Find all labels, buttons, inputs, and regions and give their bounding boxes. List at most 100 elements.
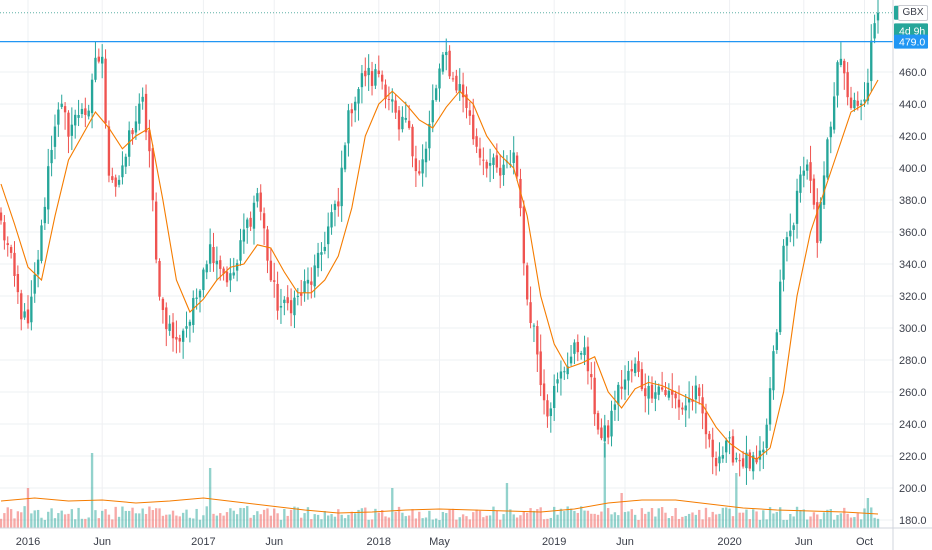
- candle-body: [536, 326, 539, 355]
- candle-body: [627, 370, 630, 381]
- volume-bar: [772, 513, 775, 528]
- volume-bar: [586, 510, 590, 528]
- candle-body: [313, 265, 316, 287]
- volume-bar: [856, 513, 859, 528]
- candle-body: [455, 75, 458, 91]
- volume-bar: [404, 516, 407, 528]
- candle-body: [687, 397, 691, 403]
- volume-bar: [3, 513, 6, 528]
- volume-bar: [758, 519, 762, 528]
- volume-bar: [30, 513, 33, 528]
- candle-body: [606, 425, 610, 438]
- volume-bar: [198, 519, 202, 528]
- volume-bar: [822, 512, 826, 528]
- volume-bar: [846, 513, 849, 528]
- volume-bar: [816, 514, 819, 528]
- candle-body: [829, 126, 832, 138]
- volume-bar: [67, 513, 70, 528]
- currency-label[interactable]: GBX: [898, 5, 928, 21]
- volume-bar: [407, 515, 411, 528]
- candle-body: [306, 279, 310, 284]
- volume-bar: [640, 508, 644, 528]
- candle-body: [853, 99, 856, 109]
- volume-bar: [593, 513, 596, 528]
- volume-bar: [735, 473, 738, 528]
- candle-body: [195, 297, 198, 299]
- candle-body: [360, 73, 364, 88]
- volume-bar: [53, 518, 57, 528]
- volume-bar: [512, 514, 515, 528]
- volume-bar: [529, 508, 532, 528]
- volume-bar: [377, 512, 380, 528]
- volume-bar: [77, 507, 80, 528]
- candle-body: [340, 167, 343, 207]
- candle-body: [53, 126, 57, 147]
- candle-body: [30, 296, 33, 323]
- volume-bar: [350, 511, 353, 528]
- volume-bar: [212, 513, 215, 528]
- candle-body: [16, 274, 20, 293]
- candle-body: [138, 103, 141, 124]
- volume-bar: [16, 511, 20, 528]
- volume-bar: [418, 511, 421, 528]
- volume-bar: [451, 508, 455, 528]
- volume-bar: [107, 514, 111, 528]
- candle-body: [364, 70, 367, 77]
- candle-body: [603, 425, 606, 442]
- candle-body: [809, 162, 812, 181]
- y-tick-label: 260.0: [899, 387, 927, 399]
- y-tick-label: 240.0: [899, 419, 927, 431]
- volume-bar: [360, 508, 364, 528]
- candle-body: [367, 67, 370, 76]
- price-levels: [0, 12, 893, 43]
- candle-body: [630, 369, 633, 372]
- candle-body: [576, 341, 579, 353]
- volume-bar: [623, 512, 627, 528]
- volume-bar: [583, 510, 586, 528]
- candle-body: [718, 456, 721, 464]
- x-tick-label: Jun: [795, 536, 813, 548]
- candle-body: [259, 192, 262, 212]
- candle-body: [404, 117, 407, 120]
- volume-bar: [414, 518, 418, 528]
- candle-body: [80, 108, 84, 115]
- candle-body: [532, 325, 536, 327]
- candle-body: [283, 299, 286, 304]
- candle-body: [380, 74, 384, 82]
- volume-bar: [526, 512, 529, 528]
- candle-body: [502, 164, 505, 176]
- candle-body: [57, 109, 60, 125]
- x-tick-label: 2017: [191, 536, 215, 548]
- candle-body: [374, 69, 377, 86]
- candle-body: [586, 346, 590, 372]
- volume-bar: [117, 516, 121, 528]
- candle-body: [711, 439, 714, 458]
- candle-body: [239, 240, 242, 261]
- volume-bar: [33, 510, 36, 528]
- candle-body: [461, 84, 465, 98]
- candle-body: [394, 100, 397, 113]
- candle-body: [714, 457, 718, 467]
- volume-bar: [485, 515, 488, 528]
- volume-bar: [397, 506, 401, 528]
- candle-body: [67, 112, 70, 137]
- volume-bar: [134, 513, 138, 528]
- candle-body: [63, 106, 67, 113]
- volume-bar: [175, 515, 178, 528]
- candle-body: [785, 237, 789, 246]
- candle-body: [225, 271, 229, 283]
- volume-bar: [714, 514, 718, 528]
- volume-bar: [708, 517, 711, 528]
- candle-body: [492, 157, 495, 165]
- x-tick-label: 2016: [16, 536, 40, 548]
- volume-bar: [63, 514, 67, 528]
- volume-bar: [691, 512, 694, 528]
- volume-bar: [269, 515, 273, 528]
- y-tick-label: 220.0: [899, 451, 927, 463]
- candle-body: [684, 405, 687, 411]
- volume-bar: [606, 508, 610, 528]
- candle-body: [175, 336, 178, 340]
- candle-body: [553, 385, 556, 409]
- volume-bar: [384, 516, 387, 528]
